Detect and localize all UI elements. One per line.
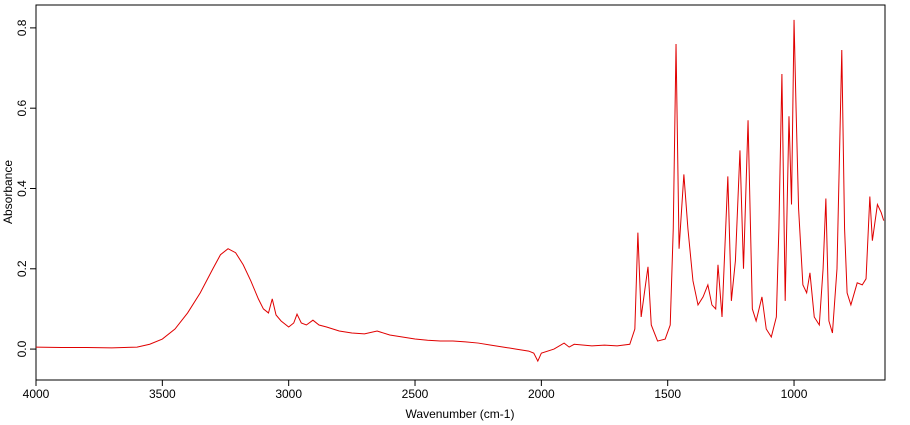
y-tick-label: 0.4 xyxy=(15,180,29,197)
x-tick-label: 2000 xyxy=(528,387,555,401)
y-axis-label: Absorbance xyxy=(1,160,15,224)
x-tick-label: 2500 xyxy=(402,387,429,401)
plot-frame xyxy=(35,4,886,381)
x-axis-label: Wavenumber (cm-1) xyxy=(406,407,515,421)
y-tick-label: 0.2 xyxy=(15,260,29,277)
x-tick-label: 3500 xyxy=(149,387,176,401)
x-tick-label: 3000 xyxy=(275,387,302,401)
y-tick-label: 0.8 xyxy=(15,19,29,36)
spectrum-line xyxy=(35,19,885,363)
x-tick-label: 1000 xyxy=(781,387,808,401)
x-tick-label: 1500 xyxy=(654,387,681,401)
y-tick-label: 0.6 xyxy=(15,100,29,117)
y-tick-label: 0.0 xyxy=(15,340,29,357)
x-tick-label: 4000 xyxy=(23,387,50,401)
